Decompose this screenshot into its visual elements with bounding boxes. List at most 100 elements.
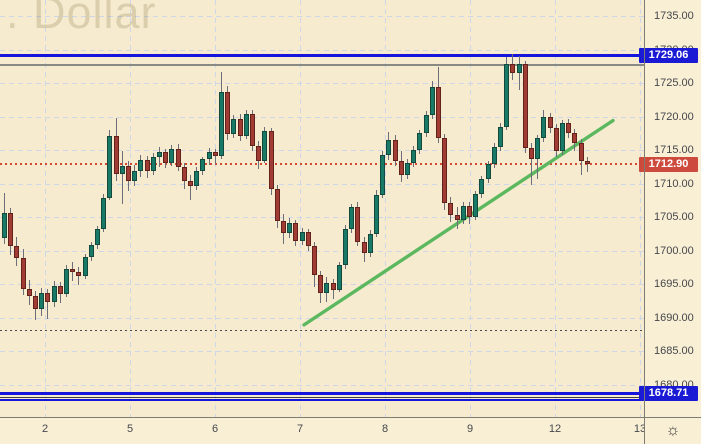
candle xyxy=(380,155,386,195)
candle xyxy=(107,135,113,198)
support-line-inner[interactable] xyxy=(0,397,645,399)
candle xyxy=(150,157,156,172)
chart-pane[interactable]: . Dollar xyxy=(0,0,645,418)
h-gridline xyxy=(0,351,645,352)
candle xyxy=(287,223,293,234)
price-tick-label: 1695.00 xyxy=(654,278,694,290)
candle-wick xyxy=(47,289,49,319)
axis-settings-corner: ☼ xyxy=(645,418,701,444)
candle xyxy=(64,269,69,295)
time-tick-label: 5 xyxy=(126,423,134,435)
candle xyxy=(386,139,392,156)
price-tick-label: 1720.00 xyxy=(654,110,694,123)
candle xyxy=(132,170,138,182)
gear-icon[interactable]: ☼ xyxy=(665,422,681,439)
time-tick-label: 8 xyxy=(381,423,389,435)
candle xyxy=(8,212,14,247)
time-tick-label: 7 xyxy=(296,423,304,435)
candle xyxy=(522,63,528,148)
price-tick-label: 1700.00 xyxy=(654,244,694,257)
v-gridline xyxy=(300,0,301,418)
support-line[interactable] xyxy=(0,391,645,395)
v-gridline xyxy=(130,0,131,418)
time-axis[interactable]: 2 5 6 7 8 9 12 13 xyxy=(0,418,645,444)
price-tick-label: 1690.00 xyxy=(654,311,694,324)
time-tick-label: 6 xyxy=(211,423,219,435)
candle xyxy=(504,64,510,128)
candle xyxy=(547,117,553,128)
h-gridline xyxy=(0,217,645,218)
price-tick-label: 1725.00 xyxy=(654,77,694,89)
candle xyxy=(448,202,454,215)
h-gridline xyxy=(0,83,645,84)
candle xyxy=(491,147,497,165)
price-badge-lower: 1678.71 xyxy=(639,385,698,401)
candle xyxy=(88,245,94,258)
candle xyxy=(138,160,144,171)
candle xyxy=(26,288,32,297)
candle xyxy=(169,149,175,163)
gray-horizontal-line[interactable] xyxy=(0,63,645,66)
candle xyxy=(454,214,460,220)
price-axis[interactable]: 1735.001730.001725.001720.001715.001710.… xyxy=(639,0,701,417)
candle xyxy=(541,117,547,138)
candle xyxy=(2,212,7,238)
candle xyxy=(237,119,243,136)
candle xyxy=(485,164,491,180)
candle xyxy=(392,139,398,162)
candle xyxy=(268,130,274,189)
support-line-2[interactable] xyxy=(0,399,645,402)
candle xyxy=(343,229,348,266)
price-tick-label: 1715.00 xyxy=(654,144,694,156)
candle xyxy=(45,293,51,303)
candle xyxy=(175,149,181,168)
candle-wick xyxy=(586,156,588,173)
candle xyxy=(181,167,187,181)
candle xyxy=(417,133,423,150)
candle xyxy=(14,246,20,258)
candle xyxy=(20,257,26,289)
candle xyxy=(572,133,578,144)
candle xyxy=(163,152,169,163)
candle xyxy=(578,143,584,161)
candle xyxy=(429,87,435,116)
candle xyxy=(188,180,193,186)
candle xyxy=(51,286,57,303)
candle xyxy=(355,206,361,243)
candle xyxy=(57,286,63,295)
candle xyxy=(212,152,218,157)
candle xyxy=(243,114,249,136)
candle xyxy=(101,197,107,230)
price-tick-label: 1735.00 xyxy=(654,10,694,22)
axis-divider-horizontal xyxy=(0,417,701,418)
candle xyxy=(498,127,503,148)
candle xyxy=(262,130,268,161)
candle xyxy=(535,137,541,160)
candle xyxy=(460,205,466,220)
candle xyxy=(281,221,286,234)
v-gridline xyxy=(385,0,386,418)
candle xyxy=(200,159,206,171)
candle xyxy=(70,269,76,272)
time-tick-label: 9 xyxy=(466,423,474,435)
candle xyxy=(336,265,342,291)
axis-divider-vertical xyxy=(644,0,645,444)
resistance-line[interactable] xyxy=(0,54,645,58)
price-tick-label: 1705.00 xyxy=(654,211,694,223)
price-tick-label: 1685.00 xyxy=(654,345,694,357)
candle xyxy=(442,137,448,203)
candle xyxy=(126,166,131,182)
candle xyxy=(305,232,311,246)
candle xyxy=(312,245,317,276)
h-gridline xyxy=(0,16,645,17)
last-price-line[interactable] xyxy=(0,163,645,166)
trendline-drawing[interactable] xyxy=(0,0,645,418)
candle xyxy=(361,242,367,254)
price-badge-upper: 1729.06 xyxy=(639,48,698,64)
dotted-level-line[interactable] xyxy=(0,330,645,332)
candle-wick xyxy=(214,148,216,165)
last-price-badge: 1712.90 xyxy=(639,156,698,172)
candle xyxy=(256,145,262,161)
h-gridline xyxy=(0,384,645,386)
